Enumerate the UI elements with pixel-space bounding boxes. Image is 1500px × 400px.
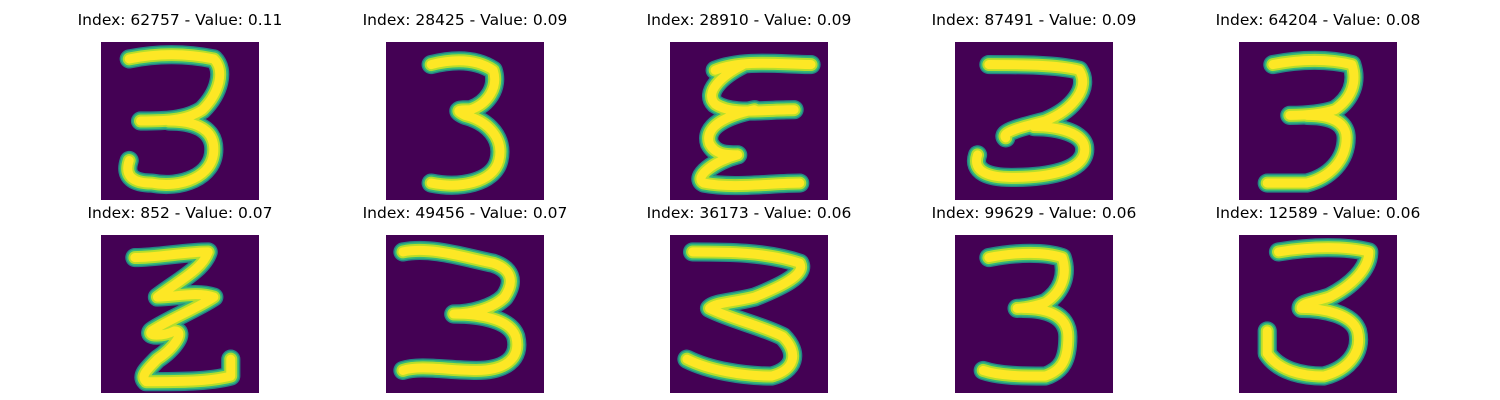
digit-image bbox=[670, 42, 828, 200]
digit-stroke bbox=[1262, 243, 1374, 381]
digit-image bbox=[955, 42, 1113, 200]
digit-three-drawing bbox=[691, 53, 821, 196]
digit-image bbox=[955, 235, 1113, 393]
panel-title: Index: 64204 - Value: 0.08 bbox=[1215, 11, 1421, 29]
panel-title: Index: 28425 - Value: 0.09 bbox=[362, 11, 568, 29]
digit-image bbox=[386, 42, 544, 200]
digit-three-drawing bbox=[1257, 238, 1379, 386]
panel-title: Index: 28910 - Value: 0.09 bbox=[646, 11, 852, 29]
digit-image bbox=[670, 235, 828, 393]
digit-stroke bbox=[682, 247, 806, 381]
digit-stroke bbox=[1262, 55, 1359, 188]
digit-image bbox=[101, 42, 259, 200]
digit-image bbox=[386, 235, 544, 393]
digit-stroke bbox=[123, 50, 225, 189]
digit-image bbox=[101, 235, 259, 393]
digit-three-drawing bbox=[967, 54, 1095, 188]
digit-three-drawing bbox=[1257, 50, 1364, 193]
panel-title: Index: 36173 - Value: 0.06 bbox=[646, 204, 852, 222]
digit-stroke bbox=[130, 247, 236, 387]
digit-image bbox=[1239, 42, 1397, 200]
digit-three-drawing bbox=[118, 45, 230, 195]
digit-stroke bbox=[398, 245, 522, 375]
digit-image bbox=[1239, 235, 1397, 393]
digit-three-drawing bbox=[125, 242, 241, 392]
digit-stroke bbox=[978, 248, 1073, 381]
panel-title: Index: 99629 - Value: 0.06 bbox=[931, 204, 1137, 222]
panel-title: Index: 852 - Value: 0.07 bbox=[87, 204, 273, 222]
panel-title: Index: 87491 - Value: 0.09 bbox=[931, 11, 1137, 29]
digit-three-drawing bbox=[677, 242, 811, 386]
digit-stroke bbox=[696, 58, 816, 191]
digit-stroke bbox=[972, 60, 1090, 182]
panel-title: Index: 49456 - Value: 0.07 bbox=[362, 204, 568, 222]
digit-three-drawing bbox=[421, 51, 510, 195]
digit-stroke bbox=[426, 56, 505, 190]
digit-three-drawing bbox=[393, 240, 527, 381]
digit-three-drawing bbox=[973, 243, 1078, 386]
panel-title: Index: 62757 - Value: 0.11 bbox=[77, 11, 283, 29]
panel-title: Index: 12589 - Value: 0.06 bbox=[1215, 204, 1421, 222]
